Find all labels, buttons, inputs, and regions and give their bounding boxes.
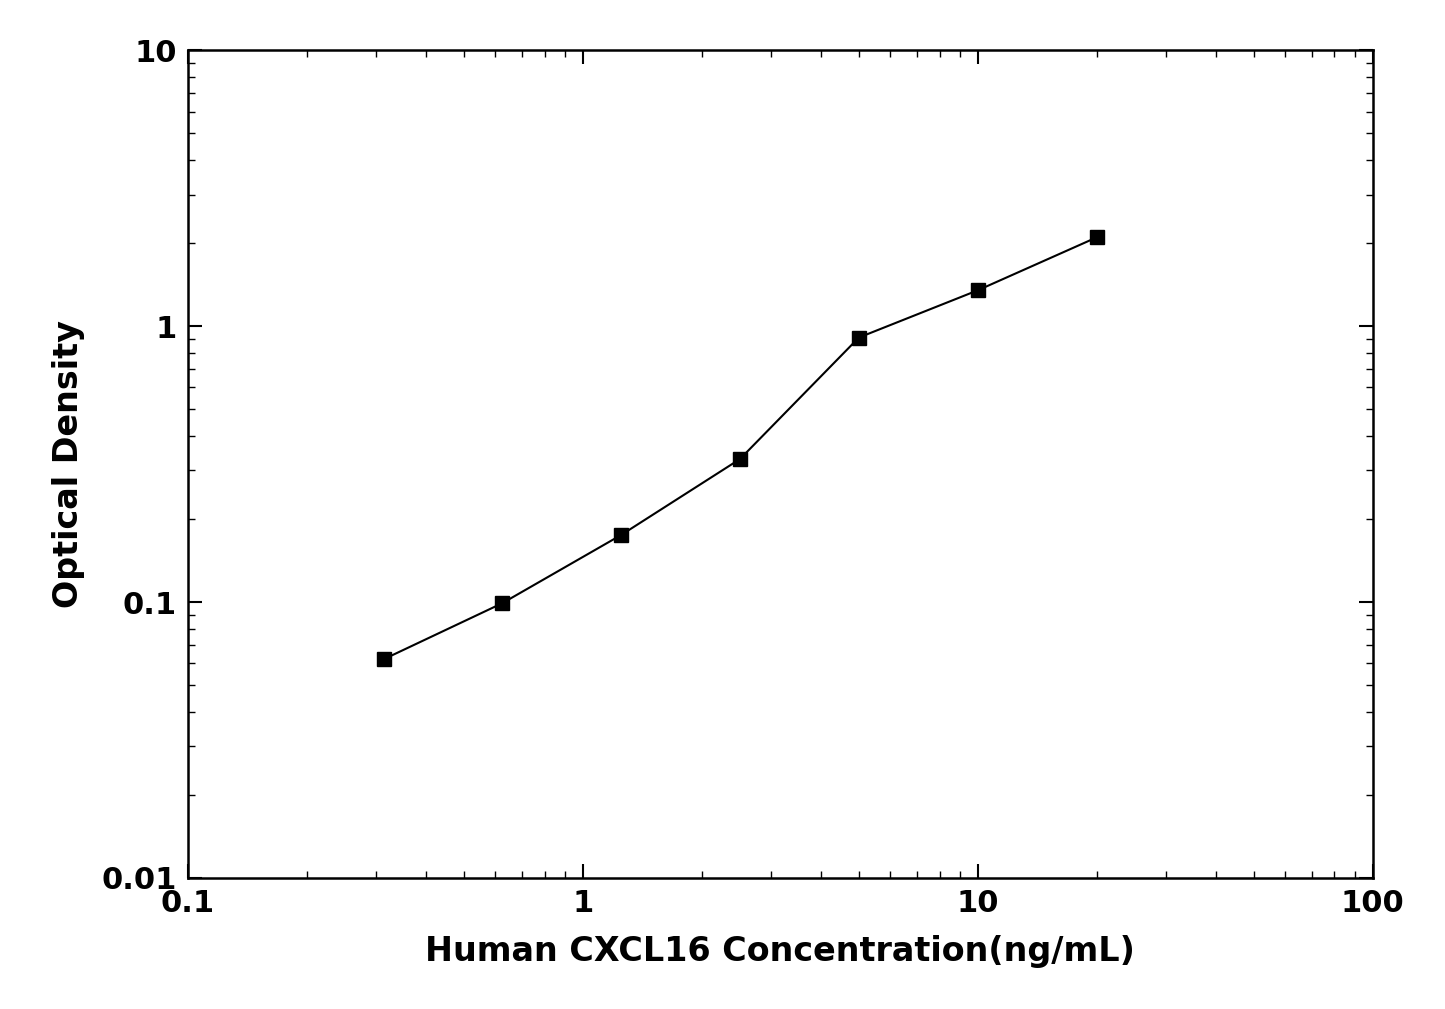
X-axis label: Human CXCL16 Concentration(ng/mL): Human CXCL16 Concentration(ng/mL) [425,934,1136,968]
Y-axis label: Optical Density: Optical Density [52,320,85,608]
